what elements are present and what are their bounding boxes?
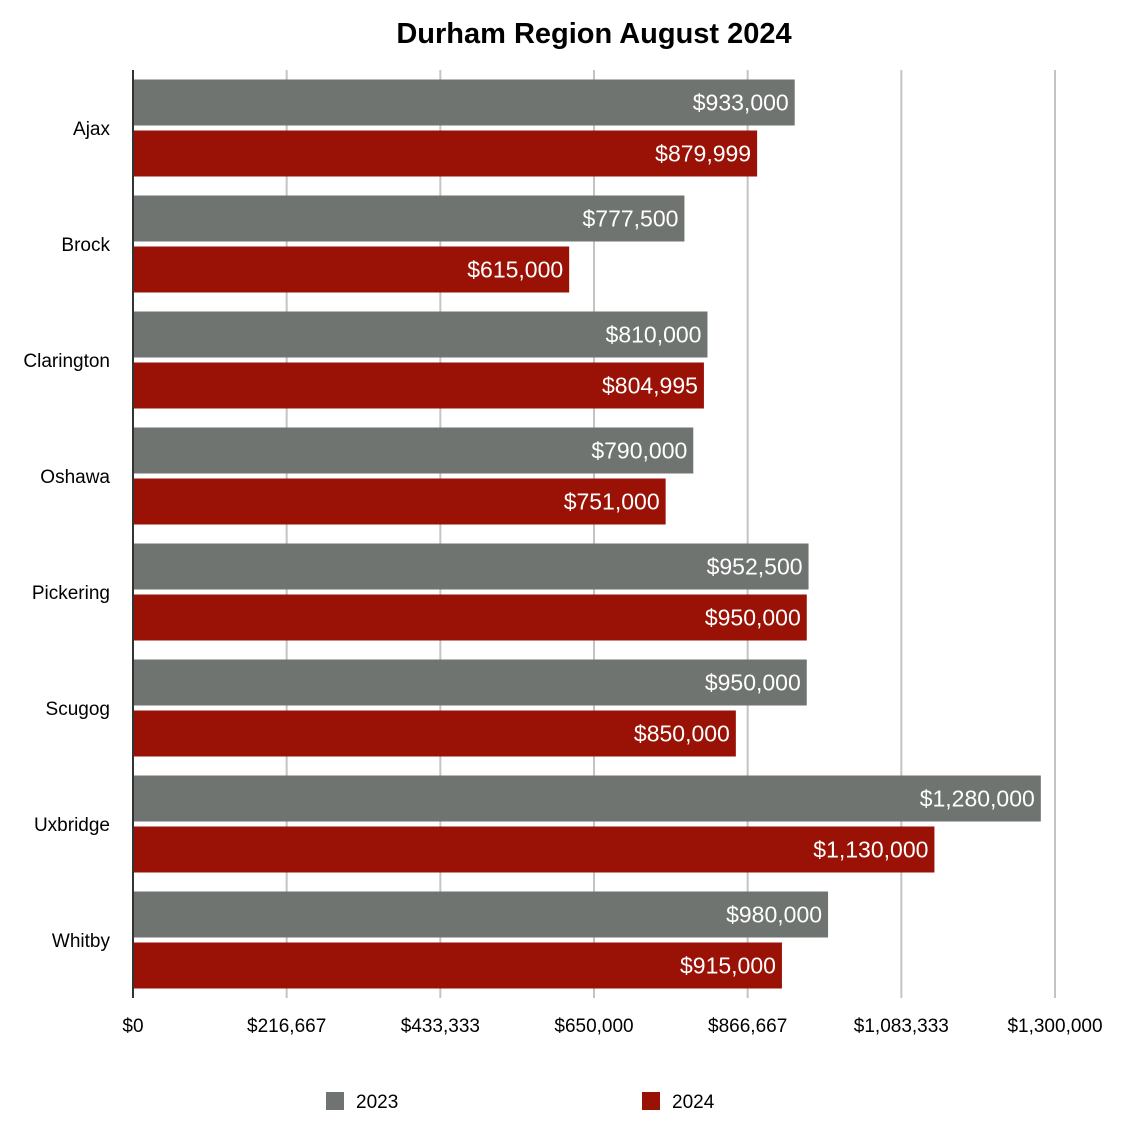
category-label: Uxbridge [34,815,110,836]
data-label: $950,000 [705,605,801,631]
bar-2023-oshawa [133,427,694,474]
data-label: $615,000 [467,257,563,283]
x-tick-label: $0 [122,1016,143,1037]
data-label: $980,000 [726,902,822,928]
data-label: $1,280,000 [920,786,1035,812]
bar-2023-scugog [133,659,807,706]
x-tick-label: $1,300,000 [1007,1016,1102,1037]
data-label: $950,000 [705,670,801,696]
data-label: $810,000 [606,322,702,348]
category-label: Brock [61,235,110,256]
axes: $0 $216,667 $433,333 $650,000 $866,667 $1,083… [23,70,1103,1037]
legend-swatch [326,1092,344,1110]
bar-2024-ajax [133,130,758,177]
data-label: $952,500 [707,554,803,580]
legend: 2023 2024 [326,1092,715,1113]
bar-2024-uxbridge [133,826,935,873]
bar-2023-pickering [133,543,809,590]
bar-2024-oshawa [133,478,666,525]
bar-2023-whitby [133,891,829,938]
bar-2024-whitby [133,942,782,989]
category-label: Ajax [73,119,110,140]
bar-2024-brock [133,246,570,293]
bar-2023-clarington [133,311,708,358]
data-label: $915,000 [680,953,776,979]
category-label: Clarington [23,351,110,372]
category-label: Pickering [32,583,110,604]
bar-2024-clarington [133,362,704,409]
bar-2023-ajax [133,79,795,126]
bars [133,79,1041,989]
x-tick-label: $650,000 [554,1016,633,1037]
category-label: Oshawa [40,467,110,488]
bar-2023-brock [133,195,685,242]
bar-2024-pickering [133,594,807,641]
data-label: $751,000 [564,489,660,515]
category-label: Scugog [46,699,110,720]
legend-label: 2024 [672,1092,715,1113]
x-tick-label: $216,667 [247,1016,326,1037]
data-label: $850,000 [634,721,730,747]
data-label: $804,995 [602,373,698,399]
bar-2024-scugog [133,710,736,757]
bar-2023-uxbridge [133,775,1041,822]
data-labels: $933,000 $879,999 $777,500 $615,000 $810,000… [467,90,1035,979]
data-label: $933,000 [693,90,789,116]
legend-label: 2023 [356,1092,398,1113]
x-tick-label: $433,333 [401,1016,480,1037]
data-label: $1,130,000 [813,837,928,863]
legend-swatch [642,1092,660,1110]
x-tick-label: $1,083,333 [854,1016,949,1037]
data-label: $777,500 [582,206,678,232]
data-label: $879,999 [655,141,751,167]
category-label: Whitby [52,931,111,952]
chart-title: Durham Region August 2024 [396,18,791,50]
data-label: $790,000 [591,438,687,464]
x-tick-label: $866,667 [708,1016,787,1037]
